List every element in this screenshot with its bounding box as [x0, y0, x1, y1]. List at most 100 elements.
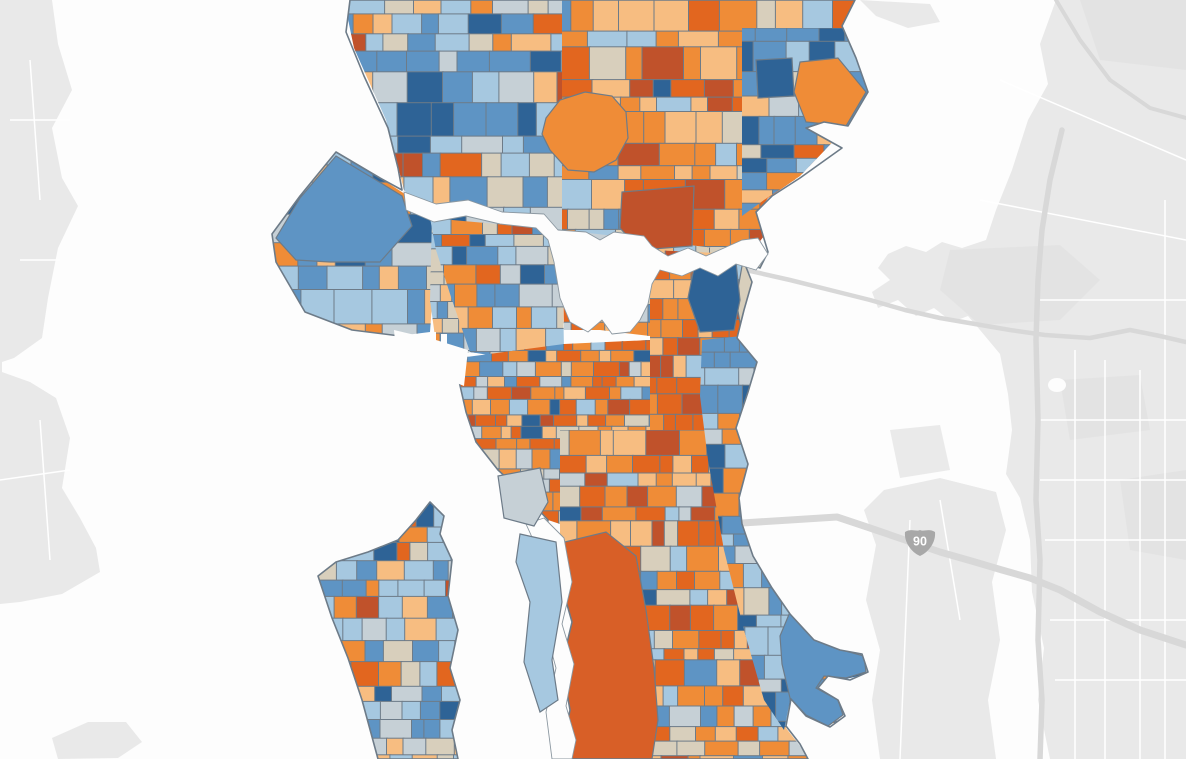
census-block[interactable]	[626, 30, 658, 49]
census-block[interactable]	[606, 454, 634, 475]
census-block[interactable]	[607, 398, 631, 417]
census-block[interactable]	[645, 340, 662, 352]
census-block[interactable]	[474, 414, 497, 428]
census-block[interactable]	[553, 414, 578, 428]
census-block[interactable]	[669, 545, 688, 573]
census-block[interactable]	[716, 659, 742, 688]
census-block[interactable]	[713, 208, 741, 231]
census-block[interactable]	[520, 425, 544, 440]
census-block[interactable]	[378, 579, 400, 598]
census-block[interactable]	[419, 661, 439, 688]
census-block[interactable]	[626, 485, 649, 509]
census-block[interactable]	[756, 0, 777, 33]
census-block[interactable]	[456, 50, 491, 74]
census-block[interactable]	[703, 228, 732, 248]
census-block[interactable]	[640, 165, 676, 181]
census-block[interactable]	[492, 0, 530, 16]
census-block[interactable]	[690, 96, 709, 113]
census-block[interactable]	[697, 648, 716, 662]
census-block[interactable]	[333, 595, 358, 620]
census-block[interactable]	[335, 560, 358, 582]
census-block[interactable]	[639, 96, 658, 113]
census-block[interactable]	[560, 361, 573, 378]
census-block[interactable]	[516, 361, 537, 378]
census-block[interactable]	[534, 361, 563, 378]
census-block[interactable]	[660, 319, 684, 340]
census-block[interactable]	[635, 506, 667, 523]
census-block[interactable]	[656, 376, 678, 396]
census-block[interactable]	[500, 13, 535, 36]
census-block[interactable]	[490, 398, 511, 417]
census-block[interactable]	[479, 361, 505, 378]
census-block[interactable]	[802, 0, 834, 33]
census-block[interactable]	[601, 376, 618, 389]
census-block[interactable]	[437, 13, 470, 36]
census-block[interactable]	[453, 102, 488, 138]
census-block[interactable]	[629, 79, 655, 99]
census-block[interactable]	[716, 705, 736, 728]
census-block[interactable]	[361, 617, 388, 642]
census-block[interactable]	[689, 589, 709, 607]
census-block[interactable]	[735, 726, 760, 743]
census-block[interactable]	[379, 700, 404, 721]
census-block[interactable]	[372, 71, 409, 104]
census-block[interactable]	[421, 13, 440, 36]
census-block[interactable]	[669, 604, 692, 632]
census-block[interactable]	[656, 570, 678, 591]
census-block[interactable]	[396, 541, 412, 563]
census-block[interactable]	[411, 719, 426, 740]
census-block[interactable]	[584, 386, 611, 401]
census-block[interactable]	[461, 135, 504, 155]
census-block[interactable]	[632, 454, 662, 475]
census-block[interactable]	[647, 485, 678, 509]
census-block[interactable]	[527, 0, 550, 16]
census-block[interactable]	[507, 349, 530, 363]
census-block[interactable]	[737, 740, 761, 757]
census-block[interactable]	[378, 661, 403, 688]
census-block[interactable]	[527, 398, 552, 417]
census-block[interactable]	[698, 630, 723, 651]
census-block[interactable]	[579, 485, 607, 509]
census-block[interactable]	[439, 152, 483, 179]
census-block[interactable]	[521, 414, 542, 428]
census-block[interactable]	[421, 685, 443, 703]
census-block[interactable]	[599, 430, 615, 457]
census-block[interactable]	[385, 617, 407, 642]
census-block[interactable]	[669, 726, 697, 743]
census-block[interactable]	[570, 376, 594, 389]
census-block[interactable]	[499, 264, 522, 286]
census-block[interactable]	[297, 265, 329, 291]
census-block[interactable]	[442, 71, 474, 104]
census-block[interactable]	[389, 754, 414, 759]
census-block[interactable]	[606, 472, 640, 488]
census-block[interactable]	[741, 172, 768, 192]
census-block[interactable]	[700, 705, 719, 728]
census-block[interactable]	[407, 33, 437, 53]
census-block[interactable]	[656, 393, 684, 416]
census-block[interactable]	[640, 545, 672, 573]
census-block[interactable]	[695, 472, 713, 488]
census-block[interactable]	[630, 520, 654, 548]
census-block[interactable]	[528, 152, 556, 179]
census-block[interactable]	[641, 46, 685, 81]
census-block[interactable]	[425, 737, 456, 757]
census-block[interactable]	[469, 234, 487, 248]
census-block[interactable]	[580, 506, 604, 523]
census-block[interactable]	[580, 349, 601, 363]
census-block[interactable]	[645, 430, 681, 457]
census-block[interactable]	[733, 755, 764, 759]
census-block[interactable]	[441, 234, 471, 248]
census-block[interactable]	[672, 354, 688, 379]
census-block[interactable]	[467, 13, 503, 36]
census-block[interactable]	[541, 425, 558, 440]
census-block[interactable]	[662, 298, 680, 321]
census-block[interactable]	[575, 398, 597, 417]
census-block[interactable]	[487, 376, 506, 389]
census-block[interactable]	[570, 0, 595, 33]
census-block[interactable]	[762, 755, 790, 759]
census-block[interactable]	[502, 361, 519, 378]
census-block[interactable]	[655, 472, 674, 488]
census-block[interactable]	[406, 50, 441, 74]
census-block[interactable]	[485, 102, 519, 138]
